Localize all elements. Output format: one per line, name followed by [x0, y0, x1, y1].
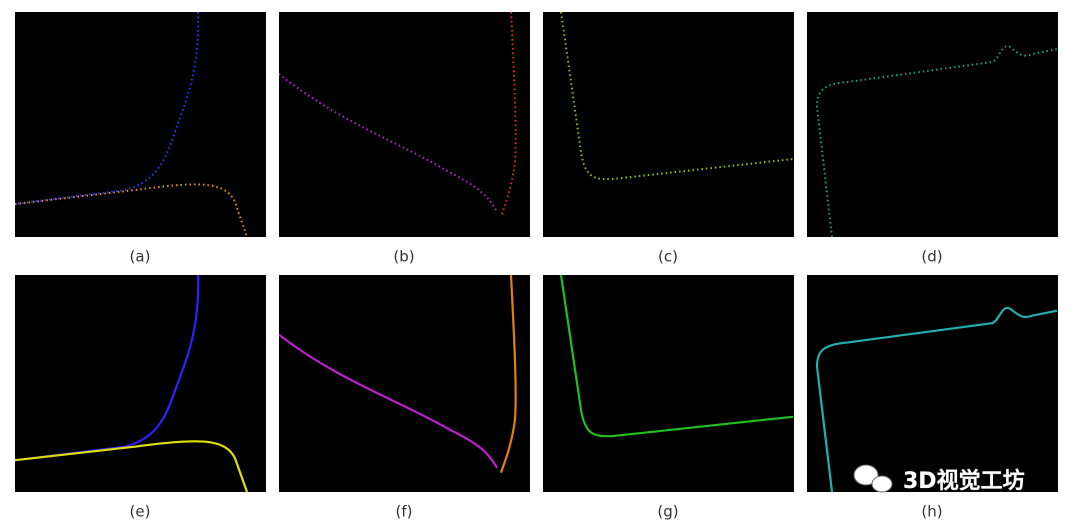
panel-background [15, 12, 266, 237]
panel-image [807, 275, 1058, 492]
icon-bubble [871, 475, 893, 493]
point-curve [279, 333, 498, 469]
panel-background [279, 12, 530, 237]
point-curve [560, 12, 794, 181]
panel-label: (e) [130, 503, 151, 521]
panel-image [279, 275, 530, 492]
point-curve [15, 275, 200, 462]
panel-label: (d) [921, 248, 942, 266]
panel-image [279, 12, 530, 237]
panel-image [543, 275, 794, 492]
icon-bubble [853, 464, 879, 486]
panel-label: (h) [921, 503, 942, 521]
point-curve [559, 275, 794, 438]
point-curve [279, 73, 498, 213]
point-curve [15, 440, 249, 492]
panel-label: (c) [658, 248, 678, 266]
panel-background [807, 12, 1058, 237]
point-curve [15, 183, 248, 237]
panel-label: (g) [657, 503, 678, 521]
panel-background [543, 275, 794, 492]
watermark-text: 3D视觉工坊 [903, 468, 1025, 494]
panel-image [15, 275, 266, 492]
point-curve [15, 12, 200, 205]
panel-label: (b) [393, 248, 414, 266]
point-curve [815, 45, 1058, 237]
panel-image [807, 12, 1058, 237]
panel-label: (f) [396, 503, 413, 521]
panel-background [543, 12, 794, 237]
point-curve [815, 306, 1058, 492]
panel-background [807, 275, 1058, 492]
panel-label: (a) [130, 248, 151, 266]
watermark-icon [853, 464, 893, 493]
panel-image [15, 12, 266, 237]
panel-background [15, 275, 266, 492]
panel-image [543, 12, 794, 237]
point-curve [499, 275, 517, 474]
